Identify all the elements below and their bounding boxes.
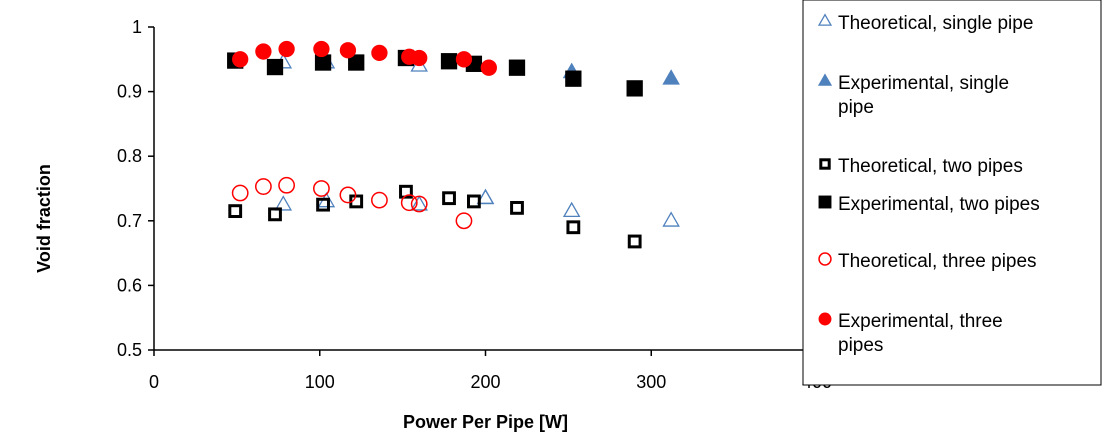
y-tick-label: 0.5 [117,340,142,360]
y-tick-label: 0.7 [117,211,142,231]
data-point [508,59,526,76]
legend-entry: Theoretical, two pipes [819,156,1023,177]
data-point [348,54,365,71]
x-tick-label: 200 [470,372,500,392]
data-point [400,194,418,212]
legend: Theoretical, single pipe Experimental, si… [802,0,1102,386]
data-point [476,188,495,205]
legend-marker [819,158,831,170]
data-point [662,211,680,227]
data-point [278,40,295,58]
x-tick-label: 100 [305,372,335,392]
data-point [627,234,642,249]
data-point [440,53,458,70]
data-point [565,70,582,87]
legend-label: Experimental, single [838,73,1009,94]
x-axis-title: Power Per Pipe [W] [403,412,568,432]
data-point [339,186,357,204]
legend-marker [818,312,832,326]
data-point [371,191,388,209]
data-point [410,195,428,211]
legend-label: Theoretical, three pipes [838,251,1037,272]
legend-label: Experimental, two pipes [838,194,1040,215]
data-point [339,42,357,59]
data-point [266,58,284,76]
legend-label: pipe [838,97,874,118]
data-point [455,51,473,68]
legend-entry: Experimental, two pipes [818,194,1040,215]
data-point [254,178,272,195]
data-point [231,184,249,202]
data-point [510,200,524,215]
legend-marker [818,252,832,266]
data-point [274,195,293,211]
y-axis-ticks: 0.5 0.6 0.7 0.8 0.9 1 [117,17,154,360]
legend-label: Theoretical, single pipe [838,13,1033,34]
data-point [268,207,282,222]
legend-box [802,0,1102,386]
legend-label: Experimental, three [838,311,1003,332]
plot-area [153,27,817,351]
legend-entry: Theoretical, single pipe [817,13,1033,34]
legend-entry: Experimental, single pipe [817,73,1009,118]
data-point [255,43,272,60]
data-markers [227,40,680,249]
data-point [455,212,473,230]
series-experimental-two-pipes [227,49,643,97]
data-point [313,180,330,197]
legend-marker [817,13,833,26]
x-axis-ticks: 0100200300400 [149,350,832,392]
data-point [562,201,581,218]
y-tick-label: 1 [132,17,142,37]
y-axis-title: Void fraction [34,164,54,273]
data-point [278,176,296,194]
data-point [662,69,680,85]
data-point [314,54,332,71]
y-tick-label: 0.6 [117,275,142,295]
series-theoretical-three-pipes [231,176,473,230]
series-theoretical-two-pipes [228,184,642,249]
data-point [566,220,581,235]
legend-label: Theoretical, two pipes [838,156,1023,177]
y-tick-label: 0.8 [117,146,142,166]
data-point [313,40,330,58]
data-point [410,195,428,213]
legend-marker [818,195,832,209]
data-point [411,49,428,67]
y-tick-label: 0.9 [117,82,142,102]
legend-marker [817,73,833,86]
series-theoretical-single-pipe [274,53,680,227]
data-point [466,194,481,209]
data-point [232,51,249,68]
legend-label: pipes [838,335,883,356]
data-point [442,191,456,206]
x-tick-label: 300 [636,372,666,392]
data-point [371,44,388,61]
data-point [480,59,497,76]
legend-entry: Theoretical, three pipes [818,251,1037,272]
x-tick-label: 0 [149,372,159,392]
legend-entry: Experimental, three pipes [818,311,1003,356]
data-point [316,197,330,212]
data-point [626,80,643,97]
data-point [399,184,413,199]
series-experimental-three-pipes [232,40,497,76]
data-point [228,204,243,219]
